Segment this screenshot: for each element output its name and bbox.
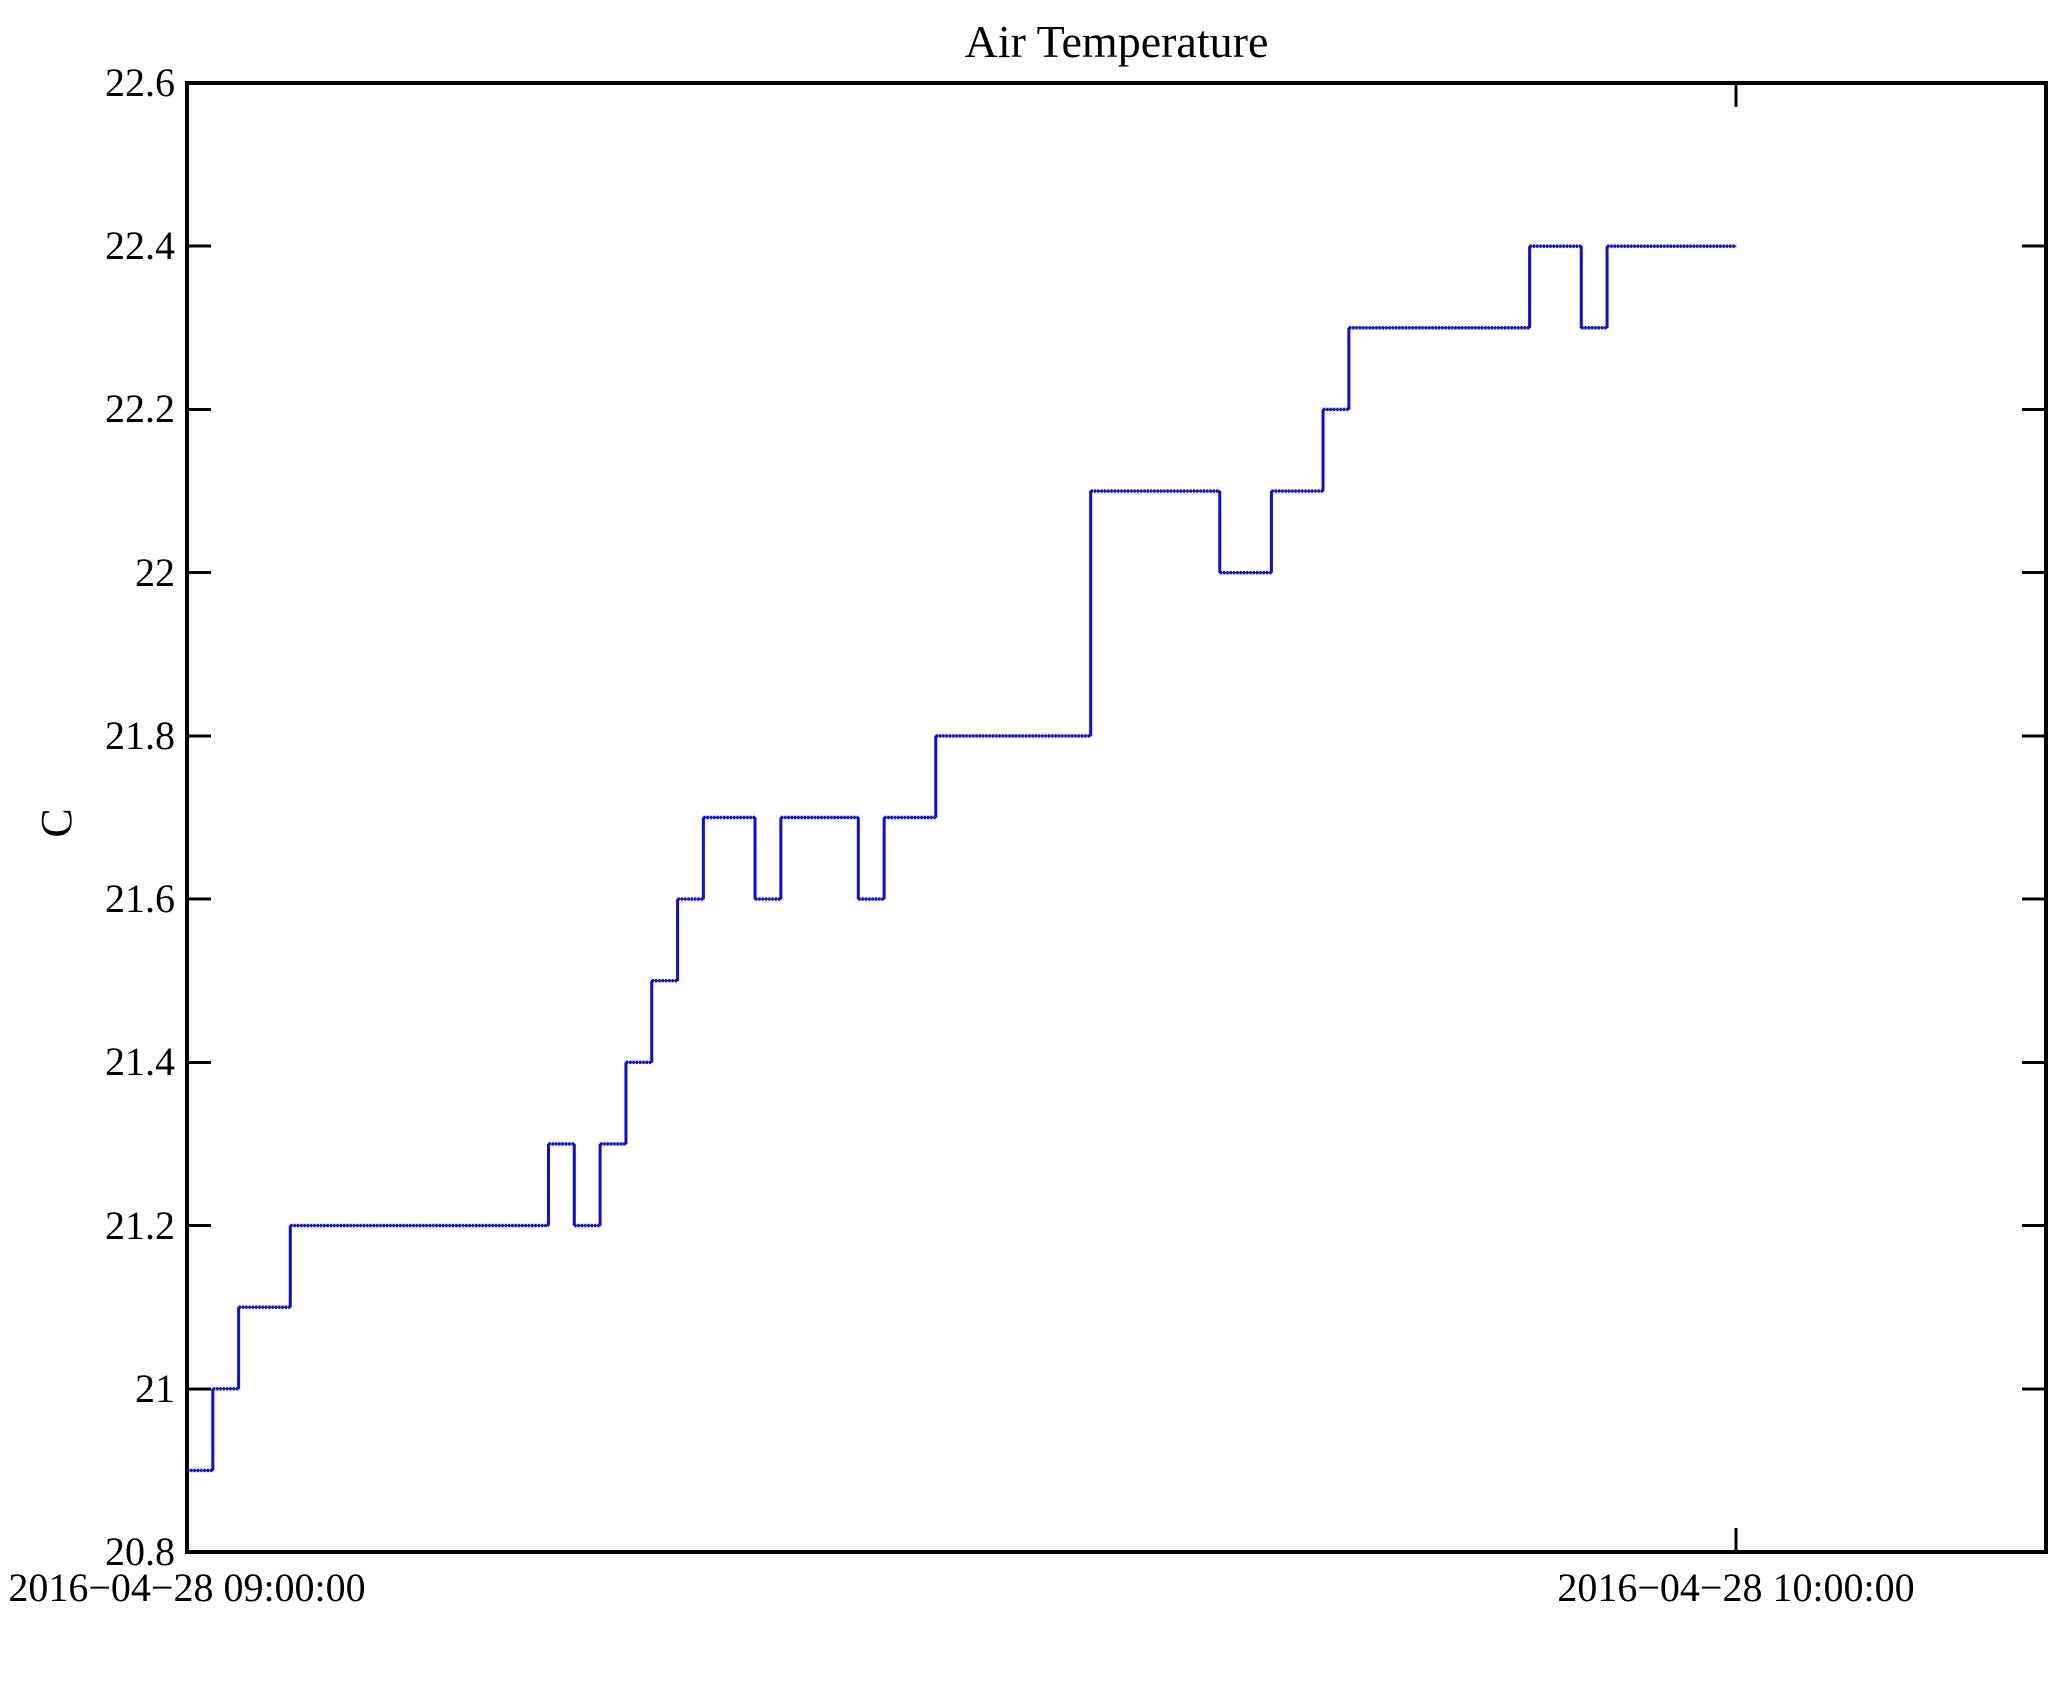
x-tick-label-start: 2016−04−28 09:00:00 (8, 1565, 366, 1610)
y-tick-label: 22.4 (105, 223, 175, 269)
plot-border (185, 81, 2048, 1554)
y-tick-label: 21 (135, 1365, 175, 1411)
y-tick-label: 21.6 (105, 876, 175, 922)
y-axis-label: C (32, 808, 81, 838)
y-tick-label: 20.8 (105, 1529, 175, 1574)
series-underlay-path (187, 245, 1737, 1472)
y-tick-label: 22.2 (105, 386, 175, 432)
y-tick-label: 21.2 (105, 1202, 175, 1248)
y-tick-label: 21.8 (105, 712, 175, 758)
x-tick-label-end: 2016−04−28 10:00:00 (1557, 1565, 1915, 1610)
chart-title: Air Temperature (964, 16, 1269, 67)
y-tick-label: 22 (135, 549, 175, 595)
y-tick-label: 22.6 (105, 60, 175, 105)
y-tick-label: 21.4 (105, 1039, 175, 1085)
